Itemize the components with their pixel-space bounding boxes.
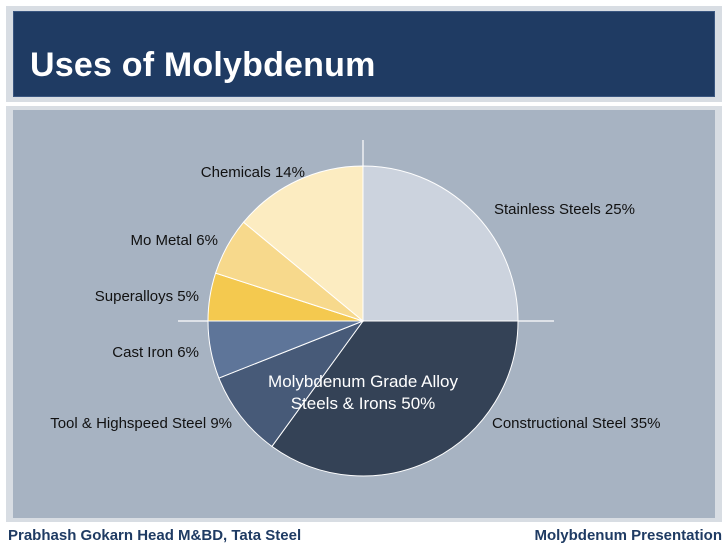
title-bar: Uses of Molybdenum bbox=[6, 6, 722, 102]
pie-slice-constructional-steel bbox=[271, 320, 519, 477]
slide-title: Uses of Molybdenum bbox=[30, 46, 376, 84]
footer-author: Prabhash Gokarn Head M&BD, Tata Steel bbox=[8, 527, 302, 544]
slice-label-tool-highspeed-steel: Tool & Highspeed Steel 9% bbox=[50, 415, 232, 432]
slice-label-chemicals: Chemicals 14% bbox=[201, 164, 305, 181]
title-banner: Uses of Molybdenum bbox=[13, 11, 715, 97]
center-label: Molybdenum Grade Alloy Steels & Irons 50% bbox=[268, 372, 458, 413]
slice-label-cast-iron: Cast Iron 6% bbox=[112, 344, 199, 361]
slice-label-mo-metal: Mo Metal 6% bbox=[130, 232, 218, 249]
slice-label-stainless-steels: Stainless Steels 25% bbox=[494, 201, 635, 218]
slice-label-constructional-steel: Constructional Steel 35% bbox=[492, 415, 660, 432]
center-label-line-1: Molybdenum Grade Alloy bbox=[268, 372, 458, 391]
pie-slices bbox=[207, 165, 519, 477]
pie-slice-stainless-steels bbox=[362, 165, 519, 322]
slice-label-superalloys: Superalloys 5% bbox=[95, 288, 199, 305]
pie-slice-chemicals bbox=[242, 165, 364, 323]
center-label-line-2: Steels & Irons 50% bbox=[291, 394, 436, 413]
footer-presentation: Molybdenum Presentation bbox=[534, 527, 722, 544]
slice-labels: Stainless Steels 25% Constructional Steel… bbox=[50, 164, 660, 432]
pie-slice-tool-highspeed-steel bbox=[218, 319, 365, 448]
